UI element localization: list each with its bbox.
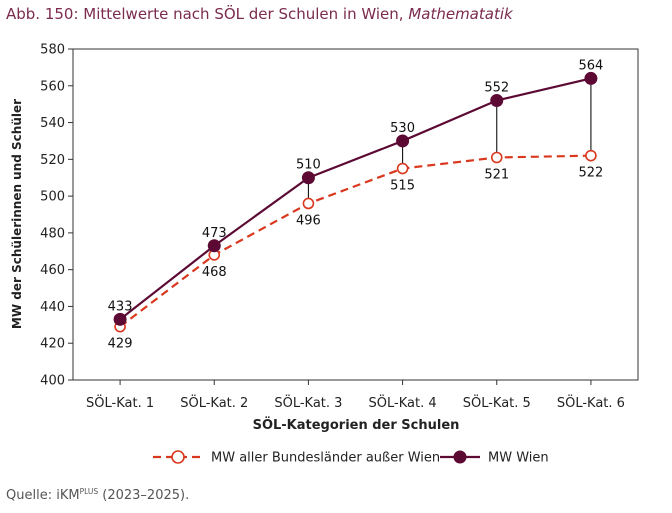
x-tick-label: SÖL-Kat. 4 bbox=[369, 394, 437, 411]
x-tick-label: SÖL-Kat. 5 bbox=[463, 394, 531, 411]
x-tick-label: SÖL-Kat. 3 bbox=[274, 394, 342, 411]
y-tick-label: 460 bbox=[40, 263, 65, 278]
y-tick-label: 440 bbox=[40, 300, 65, 315]
data-point bbox=[302, 197, 315, 210]
data-label: 496 bbox=[296, 213, 321, 228]
legend-label: MW Wien bbox=[488, 451, 549, 466]
y-tick-label: 520 bbox=[40, 153, 65, 168]
data-point bbox=[490, 93, 504, 107]
data-point bbox=[301, 171, 315, 185]
y-tick-label: 480 bbox=[40, 226, 65, 241]
data-label: 522 bbox=[579, 166, 604, 181]
data-label: 473 bbox=[202, 226, 227, 241]
source-superscript: PLUS bbox=[79, 487, 99, 496]
data-label: 429 bbox=[108, 337, 133, 352]
y-tick-label: 580 bbox=[40, 43, 65, 58]
data-label: 530 bbox=[390, 121, 415, 136]
plot-area bbox=[72, 48, 639, 381]
data-point bbox=[585, 149, 597, 162]
figure-title: Abb. 150: Mittelwerte nach SÖL der Schul… bbox=[6, 5, 513, 23]
series-line bbox=[119, 154, 591, 328]
series-line bbox=[119, 77, 592, 321]
y-tick-label: 540 bbox=[40, 116, 65, 131]
data-label: 564 bbox=[579, 58, 604, 73]
y-tick-label: 560 bbox=[40, 79, 65, 94]
y-tick-label: 500 bbox=[40, 190, 65, 205]
difference-connectors bbox=[119, 78, 592, 327]
y-tick-label: 420 bbox=[40, 337, 65, 352]
data-point bbox=[207, 239, 221, 253]
x-tick-label: SÖL-Kat. 6 bbox=[557, 394, 625, 411]
x-axis-ticks: SÖL-Kat. 1 SÖL-Kat. 2 SÖL-Kat. 3 SÖL-Kat. 4… bbox=[86, 380, 625, 411]
data-label: 433 bbox=[108, 299, 133, 314]
data-label: 510 bbox=[296, 158, 321, 173]
data-point bbox=[396, 162, 409, 175]
y-axis-ticks: 400 420 440 460 480 500 520 540 560 580 bbox=[40, 43, 73, 389]
y-tick-label: 400 bbox=[40, 374, 65, 389]
data-point bbox=[113, 312, 127, 326]
y-axis-label: MW der Schülerinnen und Schüler bbox=[10, 99, 24, 329]
x-axis-label: SÖL-Kategorien der Schulen bbox=[253, 417, 460, 433]
x-tick-label: SÖL-Kat. 2 bbox=[180, 394, 248, 411]
source-prefix: Quelle: iKM bbox=[6, 488, 80, 503]
data-label: 521 bbox=[484, 167, 509, 182]
data-point bbox=[584, 71, 598, 85]
legend-label: MW aller Bundesländer außer Wien bbox=[211, 451, 440, 466]
legend: MW aller Bundesländer außer Wien MW Wien bbox=[153, 450, 549, 466]
legend-marker bbox=[453, 450, 467, 464]
series-markers bbox=[113, 71, 598, 333]
x-tick-label: SÖL-Kat. 1 bbox=[86, 394, 154, 411]
source-note: Quelle: iKMPLUS (2023–2025). bbox=[6, 487, 189, 503]
title-italic: Mathematatik bbox=[408, 5, 513, 23]
data-point bbox=[396, 134, 410, 148]
data-point bbox=[490, 151, 503, 164]
data-labels: 429 468 496 515 521 522 433 473 510 530 552 564 bbox=[108, 58, 604, 351]
series-lines bbox=[119, 77, 592, 328]
data-label: 468 bbox=[202, 265, 227, 280]
data-label: 515 bbox=[390, 179, 415, 194]
source-suffix: (2023–2025). bbox=[98, 488, 190, 503]
title-text: Abb. 150: Mittelwerte nach SÖL der Schul… bbox=[6, 5, 404, 23]
data-label: 552 bbox=[484, 80, 509, 95]
legend-marker bbox=[171, 450, 185, 464]
